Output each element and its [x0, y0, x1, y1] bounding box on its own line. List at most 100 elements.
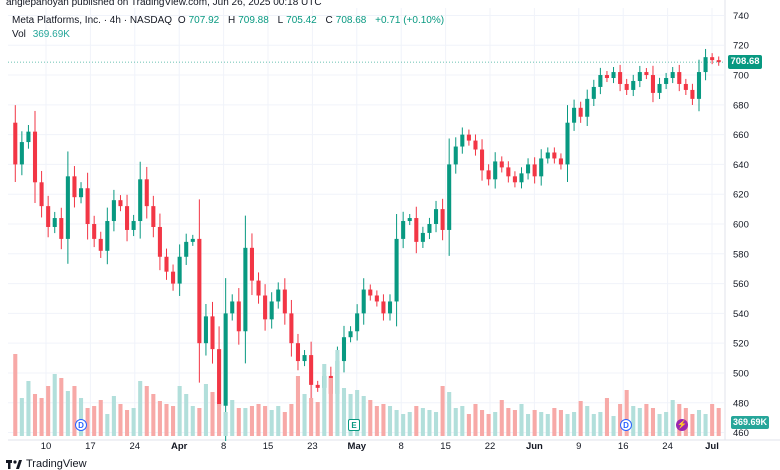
volume-bar [223, 412, 228, 436]
candle-body [13, 122, 18, 165]
volume-bar [460, 406, 465, 436]
brand-footer: TradingView [6, 458, 87, 470]
volume-bar [210, 392, 215, 436]
change-value: +0.71 (+0.10%) [375, 15, 445, 26]
candle-body [512, 176, 517, 183]
x-tick-label: 22 [485, 441, 496, 452]
volume-bar [394, 410, 399, 436]
volume-bar [401, 414, 406, 436]
candle-body [243, 247, 248, 332]
candle-body [677, 72, 682, 84]
x-tick-label: May [348, 441, 367, 452]
x-tick-label: 24 [662, 441, 673, 452]
volume-bar [407, 412, 412, 436]
volume-bar [348, 394, 353, 436]
volume-bar [78, 398, 84, 436]
volume-bar [519, 404, 524, 436]
candle-body [282, 289, 287, 314]
candle-body [565, 122, 570, 165]
volume-bar [631, 406, 636, 436]
volume-bar [157, 401, 162, 436]
earnings-marker[interactable]: E [348, 419, 360, 431]
volume-bar [72, 386, 77, 436]
candle-body [381, 301, 386, 314]
volume-bar [164, 404, 169, 436]
volume-bar [65, 391, 70, 436]
candle-body [223, 313, 228, 406]
volume-bar [657, 414, 662, 436]
volume-bar [433, 412, 439, 436]
candle-body [460, 134, 465, 147]
candle-body [118, 200, 123, 207]
candle-body [26, 131, 31, 143]
candle-body [144, 179, 149, 207]
x-tick-label: Jun [526, 441, 543, 452]
volume-bar [618, 404, 623, 436]
volume-bar [85, 408, 90, 436]
dividend-marker[interactable]: D [75, 419, 87, 431]
candle-body [644, 72, 649, 76]
y-tick-label: 720 [733, 41, 749, 52]
candle-body [414, 218, 419, 242]
candle-body [203, 316, 208, 344]
volume-bar [322, 364, 327, 436]
volume-bar [532, 410, 537, 436]
low-value: 705.42 [286, 15, 317, 26]
candle-body [249, 247, 254, 281]
x-tick-label: 17 [85, 441, 96, 452]
candle-body [92, 224, 97, 239]
candle-body [341, 337, 347, 362]
candle-body [302, 355, 307, 362]
open-label: O [177, 15, 186, 26]
volume-bar [558, 410, 563, 436]
candle-body [157, 226, 162, 257]
candle-body [486, 170, 491, 180]
volume-bar [302, 394, 307, 436]
volume-bar [138, 381, 143, 436]
volume-bar [19, 398, 24, 436]
candle-body [184, 241, 189, 257]
split-lightning-icon[interactable]: ⚡ [676, 419, 688, 431]
candle-body [447, 164, 452, 230]
volume-bar [118, 404, 123, 436]
candle-body [572, 107, 577, 123]
candle-body [46, 206, 51, 227]
volume-bar [690, 414, 695, 436]
candle-body [355, 313, 360, 332]
volume-bar [440, 386, 445, 436]
candle-body [480, 149, 485, 171]
y-tick-label: 640 [733, 160, 749, 171]
volume-bar [637, 408, 642, 436]
volume-bar [493, 412, 498, 436]
candle-body [624, 83, 629, 90]
close-label: C [325, 15, 333, 26]
candle-body [105, 221, 110, 251]
volume-bar [184, 394, 189, 436]
candle-body [230, 301, 235, 314]
volume-bar [144, 386, 149, 436]
volume-bar [578, 401, 583, 436]
candle-body [39, 182, 44, 207]
brand-name: TradingView [26, 458, 87, 470]
volume-bar [26, 381, 31, 436]
volume-bar [131, 408, 136, 436]
candle-body [374, 295, 379, 302]
volume-bar [381, 404, 386, 436]
close-value: 708.68 [335, 15, 367, 26]
candle-body [263, 295, 268, 320]
volume-bar [243, 408, 248, 436]
candle-body [125, 206, 130, 230]
candle-body [190, 238, 195, 242]
x-tick-label: 8 [399, 441, 404, 452]
symbol-legend: Meta Platforms, Inc. · 4h · NASDAQ O 707.… [12, 15, 447, 26]
candle-body [131, 221, 136, 230]
candle-body [236, 301, 241, 332]
candle-body [19, 142, 24, 165]
volume-bar [249, 406, 254, 436]
x-tick-label: Apr [171, 441, 188, 452]
volume-bar [256, 404, 261, 436]
y-tick-label: 540 [733, 309, 749, 320]
dividend-marker[interactable]: D [620, 419, 632, 431]
candle-body [420, 232, 425, 242]
